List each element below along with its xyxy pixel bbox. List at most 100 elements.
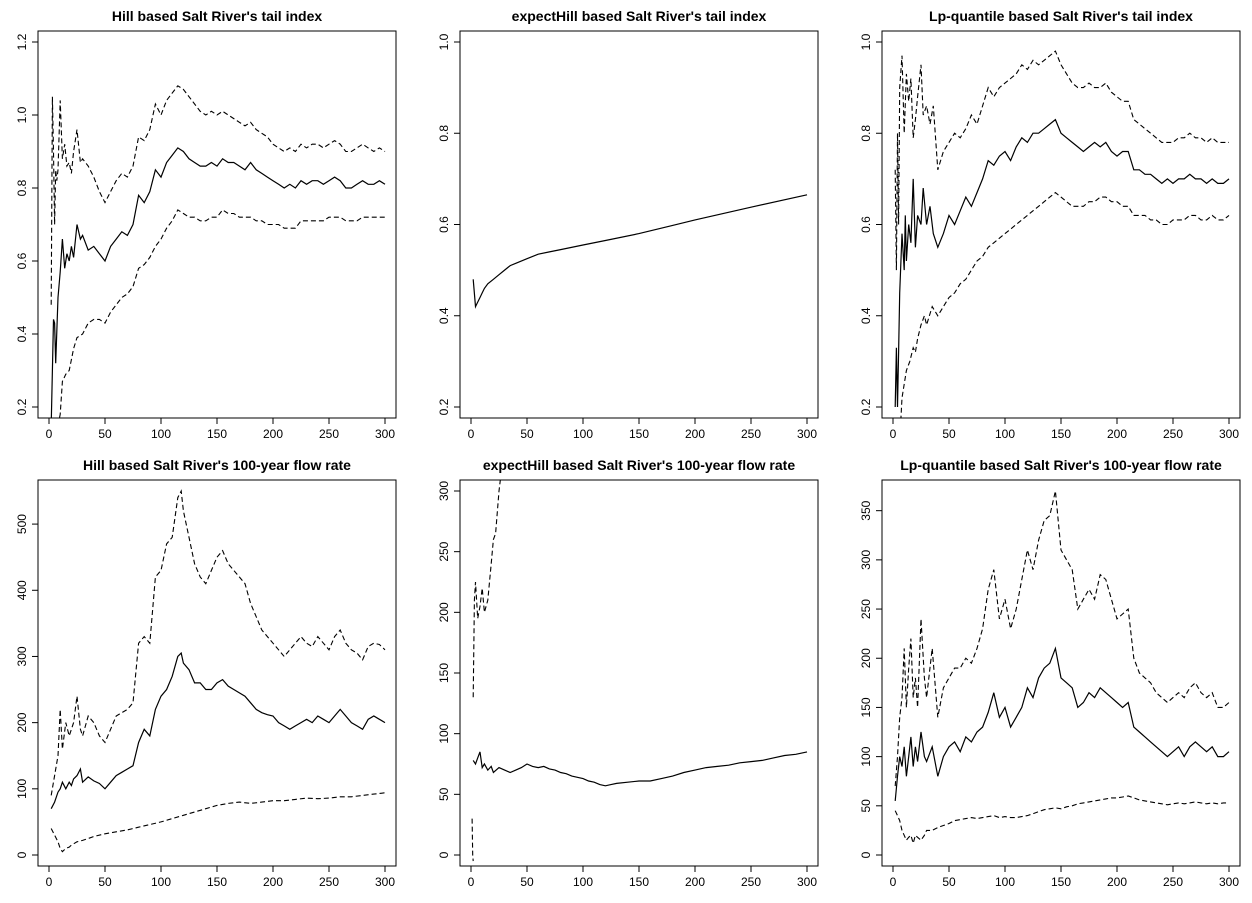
confidence-bound-line	[50, 85, 386, 305]
confidence-bound-line	[471, 818, 474, 862]
y-tick-label: 0	[15, 851, 29, 858]
y-tick-label: 300	[859, 550, 873, 570]
y-tick-label: 0.6	[15, 252, 29, 269]
chart-title: Hill based Salt River's tail index	[112, 8, 323, 24]
confidence-bound-line	[58, 209, 385, 418]
y-tick-label: 0	[437, 851, 451, 858]
plot-frame	[37, 30, 397, 419]
chart-title: expectHill based Salt River's tail index	[512, 8, 767, 24]
x-tick-label: 100	[995, 875, 1015, 889]
estimate-line	[472, 194, 808, 309]
plot-frame	[37, 479, 397, 867]
plot-frame	[459, 479, 819, 867]
chart-panel-2: expectHill based Salt River's tail index…	[437, 8, 819, 441]
y-tick-label: 0.6	[859, 216, 873, 233]
x-tick-label: 0	[890, 875, 897, 889]
plot-frame	[881, 30, 1241, 419]
x-tick-label: 0	[46, 875, 53, 889]
x-tick-label: 50	[98, 875, 112, 889]
chart-title: expectHill based Salt River's 100-year f…	[483, 457, 795, 473]
y-tick-label: 1.2	[15, 33, 29, 50]
x-tick-label: 100	[151, 875, 171, 889]
y-tick-label: 0	[859, 851, 873, 858]
y-tick-label: 50	[437, 787, 451, 801]
x-tick-label: 250	[319, 875, 339, 889]
estimate-line	[894, 118, 1230, 408]
chart-panel-5: expectHill based Salt River's 100-year f…	[437, 457, 819, 889]
x-tick-label: 100	[995, 427, 1015, 441]
y-tick-label: 0.2	[859, 398, 873, 415]
x-tick-label: 150	[629, 427, 649, 441]
x-tick-label: 100	[151, 427, 171, 441]
y-tick-label: 0.4	[859, 307, 873, 324]
x-tick-label: 150	[1051, 875, 1071, 889]
estimate-line	[50, 651, 386, 809]
chart-panel-1: Hill based Salt River's tail index 0 50 100…	[15, 8, 397, 441]
y-tick-label: 0.8	[437, 125, 451, 142]
x-tick-label: 300	[375, 427, 395, 441]
chart-panel-6: Lp-quantile based Salt River's 100-year …	[859, 457, 1241, 889]
chart-panel-4: Hill based Salt River's 100-year flow ra…	[15, 457, 397, 889]
x-tick-label: 300	[375, 875, 395, 889]
plot-frame	[459, 30, 819, 419]
x-tick-label: 0	[890, 427, 897, 441]
y-tick-label: 100	[15, 778, 29, 798]
x-tick-label: 200	[685, 875, 705, 889]
y-tick-label: 150	[437, 663, 451, 683]
estimate-line	[472, 751, 808, 787]
x-tick-label: 150	[207, 875, 227, 889]
x-tick-label: 250	[1163, 427, 1183, 441]
x-tick-label: 50	[98, 427, 112, 441]
x-tick-label: 150	[629, 875, 649, 889]
y-tick-label: 0.4	[15, 325, 29, 342]
x-tick-label: 100	[573, 875, 593, 889]
y-tick-label: 400	[15, 580, 29, 600]
y-tick-label: 500	[15, 514, 29, 534]
y-tick-label: 250	[859, 599, 873, 619]
y-tick-label: 300	[437, 481, 451, 501]
confidence-bound-line	[50, 792, 386, 853]
x-tick-label: 250	[319, 427, 339, 441]
x-tick-label: 0	[46, 427, 53, 441]
x-tick-label: 150	[1051, 427, 1071, 441]
x-tick-label: 150	[207, 427, 227, 441]
chart-title: Hill based Salt River's 100-year flow ra…	[83, 457, 351, 473]
confidence-bound-line	[50, 489, 386, 796]
confidence-bound-line	[472, 480, 501, 698]
y-tick-label: 250	[437, 541, 451, 561]
y-tick-label: 300	[15, 646, 29, 666]
x-tick-label: 300	[1219, 875, 1239, 889]
x-tick-label: 250	[741, 875, 761, 889]
x-tick-label: 50	[520, 875, 534, 889]
x-tick-label: 0	[468, 427, 475, 441]
x-tick-label: 200	[1107, 875, 1127, 889]
estimate-line	[894, 646, 1230, 801]
x-tick-label: 200	[263, 875, 283, 889]
chart-title: Lp-quantile based Salt River's tail inde…	[929, 8, 1193, 24]
y-tick-label: 150	[859, 697, 873, 717]
x-tick-label: 250	[1163, 875, 1183, 889]
y-tick-label: 0.8	[15, 179, 29, 196]
y-tick-label: 0.4	[437, 307, 451, 324]
x-tick-label: 0	[468, 875, 475, 889]
y-tick-label: 1.0	[15, 106, 29, 123]
y-tick-label: 100	[437, 723, 451, 743]
x-tick-label: 200	[263, 427, 283, 441]
plot-frame	[881, 479, 1241, 867]
x-tick-label: 300	[797, 875, 817, 889]
x-tick-label: 50	[942, 427, 956, 441]
y-tick-label: 200	[15, 712, 29, 732]
y-tick-label: 0.2	[437, 398, 451, 415]
y-tick-label: 0.6	[437, 216, 451, 233]
x-tick-label: 50	[520, 427, 534, 441]
y-tick-label: 50	[859, 799, 873, 813]
x-tick-label: 100	[573, 427, 593, 441]
confidence-bound-line	[900, 191, 1230, 418]
y-tick-label: 1.0	[859, 33, 873, 50]
x-tick-label: 200	[1107, 427, 1127, 441]
confidence-bound-line	[894, 50, 1229, 271]
chart-panel-3: Lp-quantile based Salt River's tail inde…	[859, 8, 1241, 441]
chart-title: Lp-quantile based Salt River's 100-year …	[900, 457, 1222, 473]
x-tick-label: 200	[685, 427, 705, 441]
